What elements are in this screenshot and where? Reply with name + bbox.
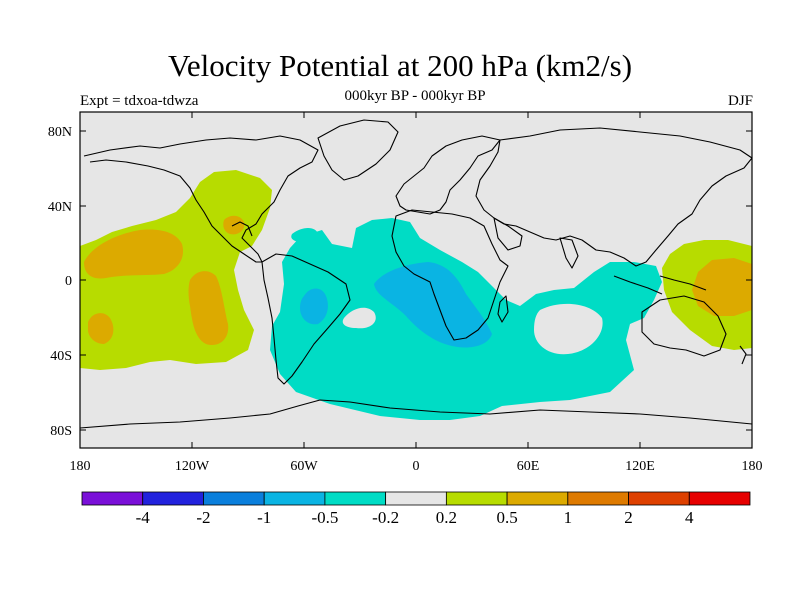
negative-0.5-atlantic-patch bbox=[291, 228, 318, 243]
colorbar-label: -0.2 bbox=[372, 508, 399, 527]
axis-ticks bbox=[80, 112, 752, 448]
positive-1-region-north bbox=[84, 229, 184, 279]
colorbar-swatch bbox=[142, 491, 204, 506]
x-tick-label: 120W bbox=[175, 459, 210, 474]
x-tick-label: 180 bbox=[70, 459, 91, 474]
colorbar-swatch bbox=[688, 491, 751, 506]
colorbar-swatch bbox=[445, 491, 508, 506]
page-title: Velocity Potential at 200 hPa (km2/s) bbox=[167, 48, 633, 83]
y-tick-label: 40S bbox=[50, 349, 72, 364]
x-tick-label: 180 bbox=[742, 459, 763, 474]
y-tick-label: 0 bbox=[65, 274, 72, 289]
colorbar-label: -1 bbox=[257, 508, 271, 527]
period-subtitle: 000kyr BP - 000kyr BP bbox=[344, 88, 486, 104]
colorbar-swatch bbox=[385, 491, 447, 506]
colorbar-label: 4 bbox=[685, 508, 694, 527]
grey-hole-indian bbox=[534, 303, 603, 355]
grey-hole-south-atlantic bbox=[342, 307, 376, 329]
colorbar-label: -0.5 bbox=[311, 508, 338, 527]
colorbar-swatch bbox=[203, 491, 265, 506]
experiment-label: Expt = tdxoa-tdwza bbox=[80, 93, 199, 109]
colorbar-label: 0.2 bbox=[436, 508, 457, 527]
colorbar-swatch bbox=[324, 491, 387, 506]
x-tick-label: 120E bbox=[625, 459, 655, 474]
colorbar: -4 -2 -1 -0.5 -0.2 0.2 0.5 1 2 4 bbox=[81, 491, 751, 527]
colorbar-label: -4 bbox=[136, 508, 151, 527]
positive-1-region-central bbox=[188, 271, 229, 346]
colorbar-label: 2 bbox=[624, 508, 633, 527]
colorbar-label: 1 bbox=[564, 508, 573, 527]
colorbar-swatch bbox=[628, 491, 690, 506]
positive-1-region-west-pacific bbox=[692, 258, 752, 316]
colorbar-swatch bbox=[263, 491, 326, 506]
negative-1-region-africa bbox=[374, 262, 492, 348]
x-tick-label: 0 bbox=[413, 459, 420, 474]
x-tick-label: 60E bbox=[517, 459, 540, 474]
positive-1-region-south bbox=[88, 313, 114, 344]
y-tick-label: 80S bbox=[50, 424, 72, 439]
colorbar-label: 0.5 bbox=[496, 508, 517, 527]
coastlines bbox=[79, 119, 753, 429]
negative-1-region-sa bbox=[300, 288, 328, 325]
colorbar-swatch bbox=[567, 491, 629, 506]
y-tick-label: 80N bbox=[48, 125, 72, 140]
field-layer bbox=[80, 170, 752, 420]
colorbar-swatch bbox=[506, 491, 569, 506]
season-label: DJF bbox=[727, 93, 753, 109]
colorbar-label: -2 bbox=[196, 508, 210, 527]
colorbar-swatch bbox=[81, 491, 144, 506]
y-tick-label: 40N bbox=[48, 200, 72, 215]
x-tick-label: 60W bbox=[290, 459, 318, 474]
